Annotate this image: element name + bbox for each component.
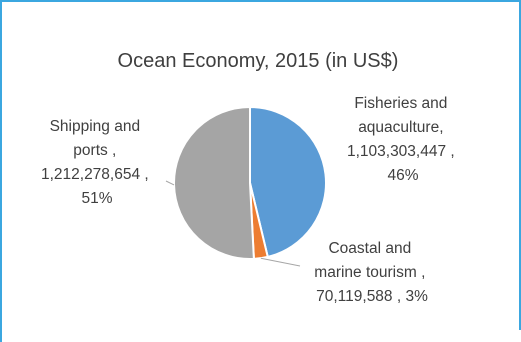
slice-label-coastal: Coastal and marine tourism , 70,119,588 … [314, 240, 429, 305]
slice-label-coastal-line-1: Coastal and [328, 240, 411, 257]
slice-label-coastal-line-3: 70,119,588 , 3% [316, 288, 428, 305]
slice-label-shipping: Shipping and ports , 1,212,278,654 , 51% [41, 118, 153, 207]
leader-line-shipping-and-ports [165, 180, 175, 186]
pie-slice-shipping-and-ports [173, 105, 255, 260]
leader-line-coastal-and-marine-tourism [260, 257, 301, 267]
slice-label-fisheries-line-4: 46% [387, 167, 418, 184]
pie-slice-fisheries-and-aquaculture [249, 105, 327, 259]
slice-label-fisheries: Fisheries and aquaculture, 1,103,303,447… [347, 95, 459, 184]
slice-label-fisheries-line-1: Fisheries and [354, 95, 447, 112]
slice-label-shipping-line-2: ports , [73, 142, 116, 159]
frame-right-border [519, 0, 521, 330]
slice-label-coastal-line-2: marine tourism , [314, 264, 425, 281]
slice-label-shipping-line-1: Shipping and [50, 118, 141, 135]
chart-title: Ocean Economy, 2015 (in US$) [118, 50, 399, 72]
slice-label-shipping-line-3: 1,212,278,654 , [41, 166, 149, 183]
frame-top-border [0, 0, 521, 2]
slice-label-shipping-line-4: 51% [81, 190, 112, 207]
slice-label-fisheries-line-2: aquaculture, [358, 119, 443, 136]
pie-slices [173, 105, 327, 260]
slice-label-fisheries-line-3: 1,103,303,447 , [347, 143, 455, 160]
leader-lines [165, 180, 301, 267]
frame-left-border [0, 0, 2, 342]
